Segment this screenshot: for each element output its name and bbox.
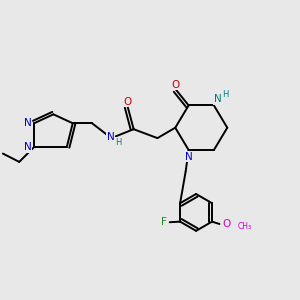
Text: N: N [214, 94, 221, 104]
Text: N: N [185, 152, 193, 161]
Text: H: H [222, 90, 228, 99]
Text: H: H [115, 138, 121, 147]
Text: N: N [24, 142, 32, 152]
Text: N: N [24, 118, 32, 128]
Text: O: O [123, 97, 131, 106]
Text: N: N [106, 132, 114, 142]
Text: O: O [171, 80, 180, 90]
Text: O: O [222, 219, 230, 229]
Text: F: F [161, 217, 167, 227]
Text: CH₃: CH₃ [237, 222, 251, 231]
